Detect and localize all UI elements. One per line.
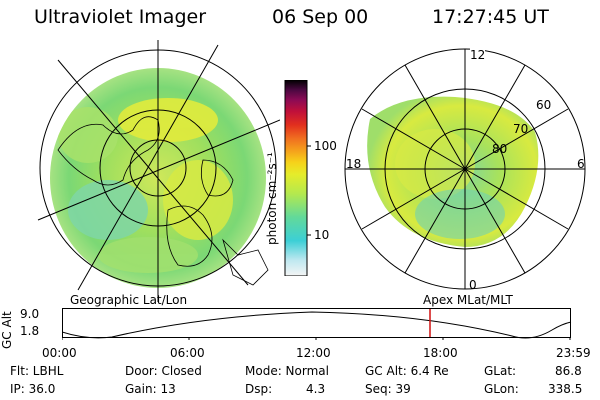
timeline-xtick-1800: 18:00 [423, 346, 458, 360]
colorbar-unit-label: photon cm⁻²s⁻¹ [265, 152, 279, 245]
image-time: 17:27:45 UT [432, 6, 549, 28]
glat-value: 86.8 [555, 364, 582, 378]
timeline-xtick-0000: 00:00 [42, 346, 77, 360]
filter-info: Flt: LBHL [10, 364, 64, 378]
timeline-xtick-0600: 06:00 [170, 346, 205, 360]
timeline-ytick-low: 1.8 [20, 324, 40, 338]
right-panel-label: Apex MLat/MLT [423, 293, 513, 307]
mode-info: Mode: Normal [245, 364, 329, 378]
image-date: 06 Sep 00 [272, 6, 369, 28]
geographic-auroral-image [37, 40, 280, 302]
gc-alt-info: GC Alt: 6.4 Re [365, 364, 449, 378]
altitude-curve [62, 311, 572, 339]
mlat-label-70: 70 [513, 122, 529, 136]
colorbar-tick-10: 10 [314, 228, 330, 242]
colorbar-tick-100: 100 [314, 139, 337, 153]
dsp-value: 4.3 [306, 382, 326, 396]
timeline-ylabel: GC Alt [0, 311, 14, 349]
instrument-title: Ultraviolet Imager [34, 6, 207, 28]
left-panel-label: Geographic Lat/Lon [70, 293, 188, 307]
mlt-label-6: 6 [577, 157, 585, 171]
mlt-label-12: 12 [470, 48, 486, 62]
glat-label: GLat: [484, 364, 517, 378]
ip-info: IP: 36.0 [10, 382, 56, 396]
mlt-label-18: 18 [346, 157, 362, 171]
polar-grid [344, 48, 586, 290]
magnetic-polar-plot [344, 48, 586, 290]
door-info: Door: Closed [125, 364, 202, 378]
gain-info: Gain: 13 [125, 382, 176, 396]
timeline-ytick-high: 9.0 [20, 307, 40, 321]
mlat-label-60: 60 [536, 98, 552, 112]
timeline-xtick-1200: 12:00 [296, 346, 331, 360]
coastlines [57, 116, 269, 286]
glon-label: GLon: [484, 382, 519, 396]
mlt-label-0: 0 [469, 278, 477, 292]
dsp-label: Dsp: [245, 382, 273, 396]
seq-info: Seq: 39 [365, 382, 411, 396]
orbit-altitude-timeline [62, 308, 572, 340]
glon-value: 338.5 [548, 382, 583, 396]
timeline-xtick-2359: 23:59 [556, 346, 591, 360]
intensity-colorbar [284, 80, 311, 276]
geographic-grid [37, 40, 280, 302]
mlat-label-80: 80 [492, 142, 508, 156]
